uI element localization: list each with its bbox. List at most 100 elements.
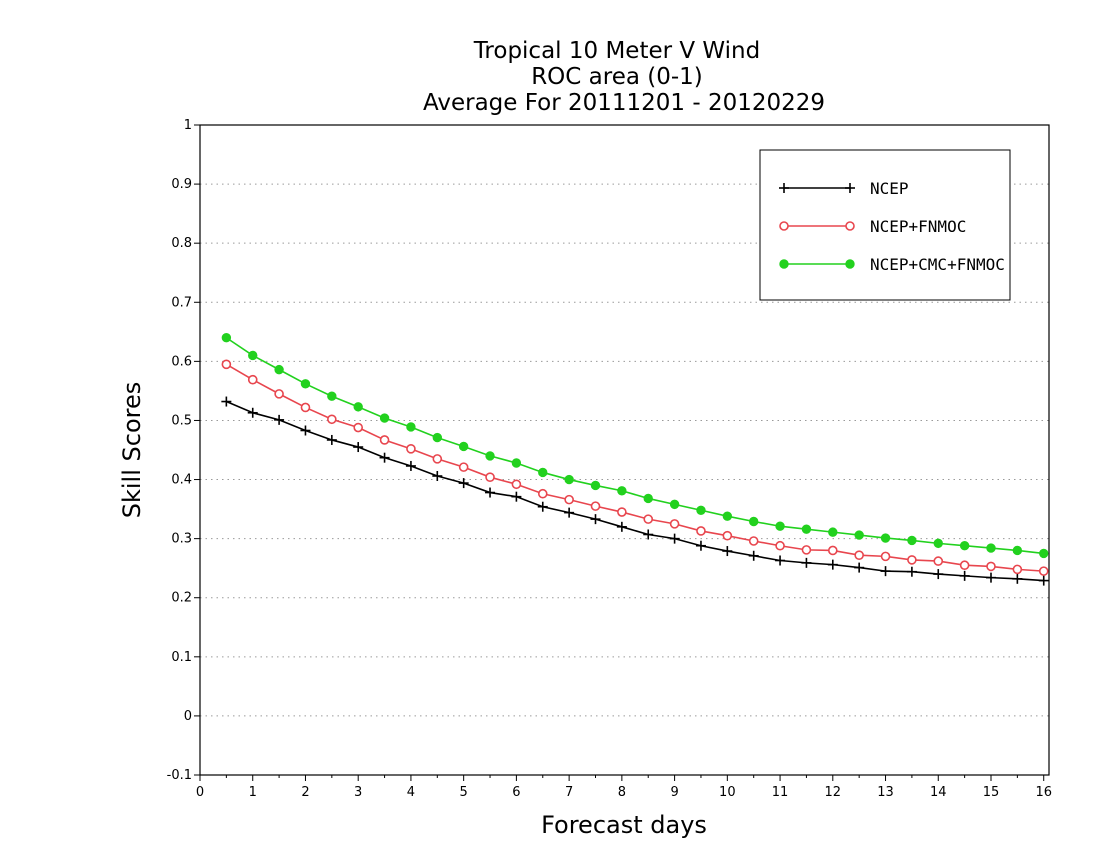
data-point bbox=[617, 486, 627, 496]
data-point bbox=[775, 555, 786, 566]
data-point bbox=[1038, 575, 1049, 586]
data-point bbox=[959, 560, 970, 571]
x-tick-label: 15 bbox=[983, 785, 1000, 800]
y-tick-label: -0.1 bbox=[167, 768, 192, 783]
data-point bbox=[959, 570, 970, 581]
x-tick-label: 12 bbox=[825, 785, 842, 800]
legend-label: NCEP bbox=[870, 179, 909, 198]
y-tick-label: 0.6 bbox=[171, 354, 192, 369]
data-point bbox=[854, 562, 865, 573]
data-point bbox=[458, 478, 469, 489]
chart-title: Tropical 10 Meter V Wind ROC area (0-1) … bbox=[423, 38, 825, 116]
data-point bbox=[643, 529, 654, 540]
data-point bbox=[353, 402, 363, 412]
y-tick-label: 0 bbox=[184, 709, 192, 724]
data-point bbox=[748, 550, 759, 561]
data-point bbox=[616, 521, 627, 532]
data-point bbox=[854, 550, 864, 560]
data-point bbox=[775, 540, 785, 551]
x-tick-label: 8 bbox=[618, 785, 626, 800]
legend-item: NCEP bbox=[779, 179, 909, 198]
legend-label: NCEP+CMC+FNMOC bbox=[870, 255, 1005, 274]
series-line bbox=[226, 400, 1044, 582]
data-point bbox=[854, 530, 864, 540]
data-point bbox=[907, 555, 917, 565]
x-tick-label: 10 bbox=[719, 785, 736, 800]
data-point bbox=[748, 516, 759, 527]
series-1 bbox=[221, 359, 1049, 576]
legend-marker bbox=[779, 183, 789, 193]
subtitle: ROC area (0-1) bbox=[531, 64, 703, 90]
data-point bbox=[880, 551, 891, 562]
x-tick-label: 11 bbox=[772, 785, 789, 800]
data-point bbox=[511, 491, 522, 502]
y-tick-label: 0.2 bbox=[171, 591, 192, 606]
y-tick-label: 0.8 bbox=[171, 236, 192, 251]
data-point bbox=[406, 444, 416, 454]
data-point bbox=[590, 514, 601, 525]
x-tick-label: 0 bbox=[196, 785, 204, 800]
plot-frame bbox=[199, 124, 1050, 776]
legend-marker bbox=[779, 259, 789, 269]
legend-item: NCEP+FNMOC bbox=[779, 217, 966, 236]
gridlines bbox=[200, 183, 1049, 717]
data-point bbox=[986, 543, 996, 553]
data-point bbox=[801, 524, 812, 534]
data-point bbox=[564, 507, 575, 518]
x-tick-label: 2 bbox=[301, 785, 309, 800]
data-point bbox=[880, 566, 891, 577]
legend-item: NCEP+CMC+FNMOC bbox=[779, 255, 1005, 274]
data-point bbox=[1038, 566, 1049, 576]
y-tick-label: 0.7 bbox=[171, 295, 192, 310]
data-point bbox=[248, 350, 258, 361]
data-point bbox=[801, 557, 812, 568]
data-point bbox=[511, 458, 522, 468]
data-point bbox=[933, 556, 944, 566]
data-point bbox=[722, 546, 733, 557]
data-point bbox=[326, 434, 337, 445]
data-point bbox=[669, 519, 680, 529]
data-point bbox=[695, 540, 706, 551]
series-line bbox=[225, 363, 1044, 572]
data-point bbox=[353, 422, 363, 433]
legend-marker bbox=[845, 221, 855, 231]
x-tick-label: 13 bbox=[877, 785, 894, 800]
data-point bbox=[959, 541, 970, 551]
data-point bbox=[485, 451, 495, 461]
x-tick-label: 7 bbox=[565, 785, 573, 800]
legend-marker bbox=[845, 259, 855, 269]
data-point bbox=[933, 569, 944, 580]
data-point bbox=[696, 505, 706, 515]
y-tick-label: 0.5 bbox=[171, 413, 192, 428]
legend-marker bbox=[845, 183, 855, 193]
y-tick-label: 0.1 bbox=[171, 650, 192, 665]
data-point bbox=[617, 507, 627, 517]
series-0 bbox=[221, 396, 1049, 586]
y-tick-label: 0.9 bbox=[171, 177, 192, 192]
series-lines bbox=[221, 333, 1049, 586]
data-point bbox=[327, 391, 337, 401]
data-point bbox=[933, 538, 943, 549]
legend-box bbox=[759, 149, 1011, 301]
data-point bbox=[722, 530, 733, 541]
data-point bbox=[827, 545, 838, 556]
data-point bbox=[379, 413, 390, 423]
x-tick-label: 4 bbox=[407, 785, 415, 800]
y-tick-label: 1 bbox=[184, 118, 192, 133]
data-point bbox=[247, 374, 258, 385]
y-tick-label: 0.4 bbox=[171, 473, 192, 488]
data-point bbox=[906, 566, 917, 577]
data-point bbox=[828, 527, 838, 537]
x-tick-label: 6 bbox=[512, 785, 520, 800]
data-point bbox=[379, 452, 390, 463]
x-axis-label: Forecast days bbox=[541, 811, 707, 839]
data-point bbox=[406, 422, 416, 432]
data-point bbox=[221, 396, 232, 407]
data-point bbox=[458, 462, 469, 472]
data-point bbox=[274, 389, 284, 399]
x-tick-label: 5 bbox=[460, 785, 468, 800]
data-point bbox=[827, 559, 838, 570]
data-point bbox=[485, 472, 495, 482]
data-point bbox=[643, 514, 654, 524]
data-point bbox=[748, 536, 759, 546]
